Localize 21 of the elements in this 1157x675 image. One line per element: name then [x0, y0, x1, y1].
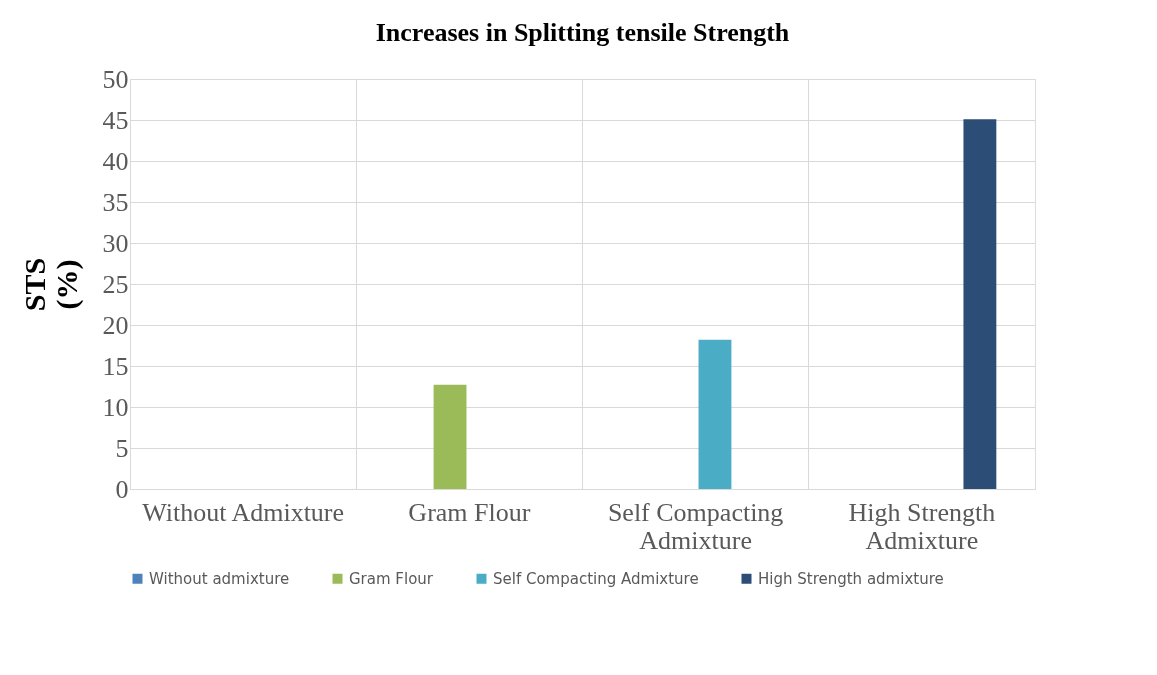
- y-tick-label: 50: [102, 64, 129, 94]
- y-tick-label: 5: [115, 433, 129, 463]
- y-tick-label: 45: [102, 105, 129, 135]
- legend-label: Self Compacting Admixture: [493, 569, 699, 588]
- legend-label: Without admixture: [149, 569, 290, 588]
- y-tick-label: 30: [102, 228, 129, 258]
- x-tick-label: High Strength Admixture: [848, 497, 996, 555]
- y-tick-label: 40: [102, 146, 129, 176]
- x-tick-label: Without Admixture: [142, 497, 345, 527]
- y-tick-label: 0: [115, 474, 129, 504]
- y-tick-label: 35: [102, 187, 129, 217]
- legend-label: High Strength admixture: [758, 569, 944, 588]
- y-axis-title: STS (%): [17, 257, 84, 312]
- y-tick-label: 15: [102, 351, 129, 381]
- y-tick-label: 10: [102, 392, 129, 422]
- chart-title: Increases in Splitting tensile Strength: [375, 18, 790, 47]
- x-tick-label: Self Compacting Admixture: [607, 497, 784, 555]
- x-tick-label: Gram Flour: [408, 497, 531, 527]
- y-tick-label: 25: [102, 269, 129, 299]
- legend-label: Gram Flour: [349, 569, 434, 588]
- y-tick-label: 20: [102, 310, 129, 340]
